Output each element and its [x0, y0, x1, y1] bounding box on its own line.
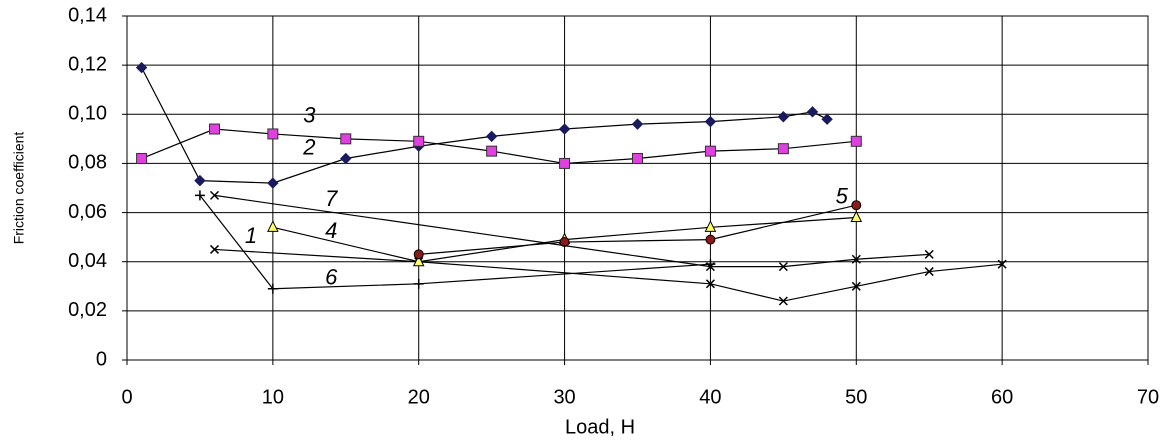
- point: [414, 136, 424, 146]
- point: [137, 63, 147, 73]
- point: [268, 284, 278, 294]
- point: [341, 134, 351, 144]
- point: [633, 119, 643, 129]
- point: [268, 178, 278, 188]
- plot-frame: [127, 16, 1148, 360]
- x-tick-label: 70: [1137, 386, 1159, 408]
- series-label: 7: [325, 186, 338, 211]
- y-tick-label: 0,14: [68, 4, 107, 26]
- point: [778, 112, 788, 122]
- series-label: 1: [245, 223, 257, 248]
- point: [268, 129, 278, 139]
- point: [210, 124, 220, 134]
- y-tick-label: 0,04: [68, 250, 107, 272]
- series-line: [142, 68, 828, 183]
- point: [414, 250, 423, 259]
- x-tick-label: 20: [408, 386, 430, 408]
- point: [822, 114, 832, 124]
- y-tick-label: 0,08: [68, 152, 107, 174]
- point: [706, 235, 715, 244]
- point: [705, 221, 715, 231]
- x-tick-label: 40: [699, 386, 721, 408]
- point: [268, 221, 278, 231]
- x-axis-title: Load, H: [565, 416, 635, 438]
- y-axis-title: Friction coefficient: [11, 132, 27, 245]
- point: [778, 144, 788, 154]
- y-tick-label: 0,10: [68, 103, 107, 125]
- series-label: 3: [303, 103, 316, 128]
- point: [851, 136, 861, 146]
- series-label: 2: [302, 134, 315, 159]
- x-tick-label: 50: [845, 386, 867, 408]
- series-line: [142, 129, 857, 163]
- point: [560, 124, 570, 134]
- point: [414, 279, 424, 289]
- point: [560, 158, 570, 168]
- y-tick-label: 0: [96, 348, 107, 370]
- y-tick-label: 0,06: [68, 201, 107, 223]
- point: [808, 107, 818, 117]
- chart: Load, H Friction coefficient 0 0,02 0,04 0,…: [0, 0, 1160, 442]
- point: [341, 154, 351, 164]
- x-tick-label: 30: [553, 386, 575, 408]
- point: [487, 131, 497, 141]
- y-tick-label: 0,12: [68, 53, 107, 75]
- series-label: 4: [325, 218, 337, 243]
- series-line: [200, 195, 711, 288]
- point: [852, 201, 861, 210]
- x-tick-label: 60: [991, 386, 1013, 408]
- point: [195, 176, 205, 186]
- point: [487, 146, 497, 156]
- x-tick-label: 0: [121, 386, 132, 408]
- x-tick-label: 10: [262, 386, 284, 408]
- series-label: 6: [325, 265, 338, 290]
- point: [195, 190, 205, 200]
- y-tick-label: 0,02: [68, 299, 107, 321]
- series-label: 5: [836, 184, 849, 209]
- point: [137, 154, 147, 164]
- point: [633, 154, 643, 164]
- point: [705, 117, 715, 127]
- point: [705, 146, 715, 156]
